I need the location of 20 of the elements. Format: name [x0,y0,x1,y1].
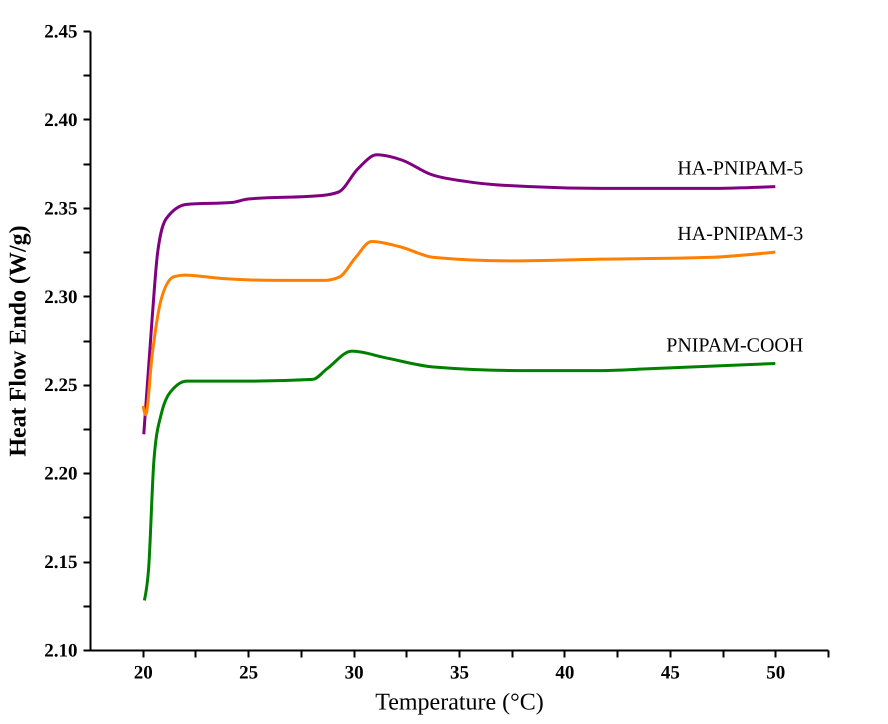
y-tick-label: 2.25 [44,375,78,396]
series-label: HA-PNIPAM-5 [677,158,804,180]
x-tick-label: 30 [344,662,364,684]
x-tick-label: 25 [239,662,258,684]
x-tick-label: 50 [766,662,786,684]
x-tick-label: 20 [134,662,153,684]
y-tick-label: 2.45 [44,22,78,42]
y-tick-label: 2.10 [44,640,78,662]
y-tick-label: 2.15 [44,552,78,574]
y-tick-label: 2.20 [44,464,78,485]
x-tick-label: 45 [660,662,680,684]
x-axis-title: Temperature (°C) [375,690,544,716]
x-tick-label: 35 [450,662,469,684]
y-tick-label: 2.30 [44,286,78,308]
series-label: PNIPAM-COOH [666,334,804,356]
y-tick-label: 2.35 [44,198,78,220]
series-label: HA-PNIPAM-3 [677,223,804,246]
y-axis-title: Heat Flow Endo (W/g) [5,225,32,457]
x-tick-label: 40 [555,662,574,684]
y-tick-label: 2.40 [44,110,78,131]
